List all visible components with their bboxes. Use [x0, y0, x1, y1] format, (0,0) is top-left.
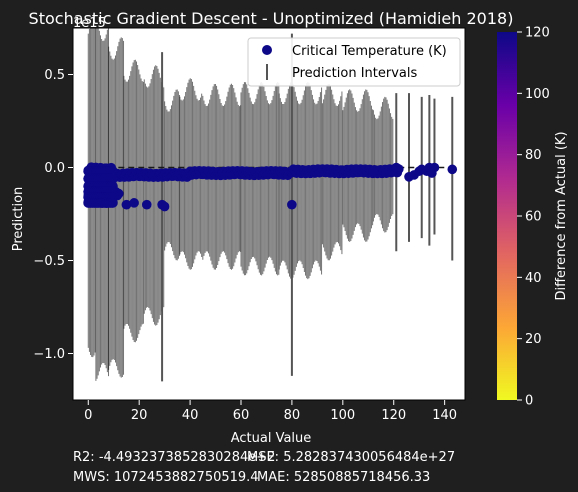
- metric-mse: MSE: 5.282837430056484e+27: [247, 450, 455, 465]
- metric-r2: R2: -4.4932373852830284e+2: [73, 450, 275, 465]
- y-tick-label: 0.5: [44, 68, 65, 83]
- data-point: [159, 201, 170, 212]
- y-axis: 0.5 0.0 −0.5 −1.0: [33, 68, 73, 362]
- data-point: [368, 166, 379, 177]
- data-point: [142, 199, 152, 210]
- data-point: [391, 162, 402, 173]
- legend-box: [247, 37, 461, 87]
- legend-label-critical-temperature: Critical Temperature (K): [292, 44, 447, 59]
- colorbar-tick-label: 60: [525, 210, 542, 225]
- x-axis: 0 20 40 60 80 100 120 140: [84, 400, 457, 423]
- colorbar-tick-label: 40: [525, 271, 542, 286]
- y-tick-label: 0.0: [44, 161, 65, 176]
- x-tick-label: 40: [182, 408, 199, 423]
- data-point: [429, 162, 440, 173]
- y-tick-label: −1.0: [33, 347, 65, 362]
- colorbar-fill: [497, 32, 517, 400]
- data-point: [121, 199, 132, 210]
- x-tick-label: 60: [233, 408, 250, 423]
- data-point: [287, 199, 297, 210]
- colorbar-tick-label: 20: [525, 332, 542, 347]
- colorbar-ticks: 0 20 40 60 80 100 120: [517, 26, 550, 409]
- y-tick-label: −0.5: [33, 254, 65, 269]
- data-point: [381, 168, 391, 178]
- colorbar-label: Difference from Actual (K): [554, 131, 569, 300]
- x-tick-label: 120: [381, 408, 406, 423]
- metric-mws: MWS: 1072453882750519.4: [73, 470, 259, 485]
- data-point: [107, 197, 118, 208]
- colorbar-tick-label: 120: [525, 26, 550, 41]
- data-point: [350, 164, 361, 175]
- x-tick-label: 20: [131, 408, 148, 423]
- x-tick-label: 140: [432, 408, 457, 423]
- legend-label-prediction-intervals: Prediction Intervals: [292, 66, 417, 81]
- data-point: [129, 198, 139, 208]
- legend-marker-critical-temperature: [262, 45, 272, 55]
- colorbar-tick-label: 80: [525, 148, 542, 163]
- legend: Critical Temperature (K) Prediction Inte…: [247, 37, 461, 87]
- x-axis-label: Actual Value: [231, 431, 312, 446]
- metric-mae: MAE: 52850885718456.33: [257, 470, 430, 485]
- colorbar-tick-label: 100: [525, 87, 550, 102]
- x-tick-label: 80: [284, 408, 301, 423]
- data-point: [447, 164, 458, 175]
- y-offset-text: 1e15: [73, 16, 106, 31]
- x-tick-label: 100: [330, 408, 355, 423]
- y-axis-label: Prediction: [11, 187, 26, 252]
- colorbar: 0 20 40 60 80 100 120 Difference from Actual (…: [497, 26, 569, 409]
- chart-title: Stochastic Gradient Descent - Unoptimize…: [29, 9, 514, 28]
- data-points: [83, 162, 458, 212]
- colorbar-tick-label: 0: [525, 394, 533, 409]
- x-tick-label: 0: [84, 408, 92, 423]
- plot-frame: [72, 27, 466, 401]
